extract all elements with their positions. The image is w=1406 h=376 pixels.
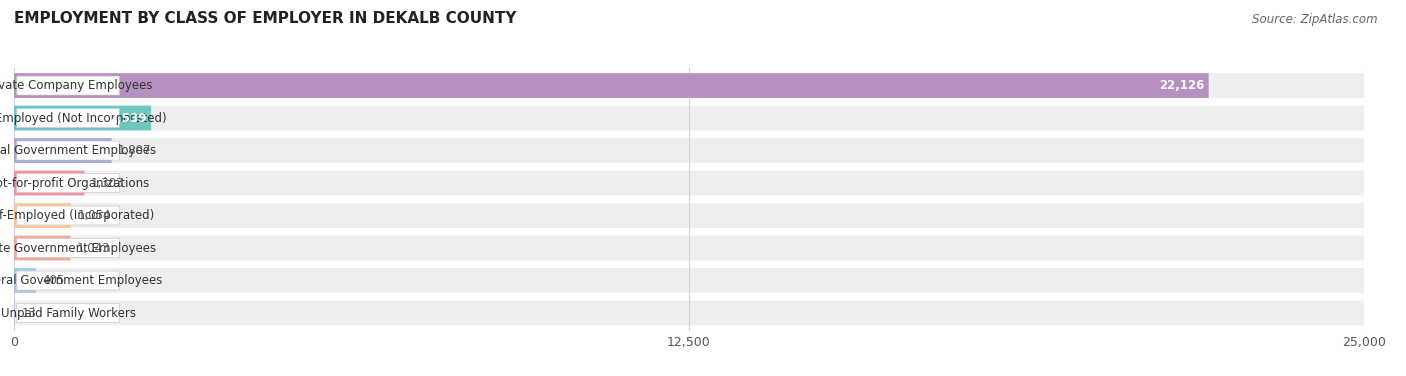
FancyBboxPatch shape [14, 203, 70, 228]
Text: 1,807: 1,807 [118, 144, 152, 157]
Text: State Government Employees: State Government Employees [0, 241, 156, 255]
Text: Federal Government Employees: Federal Government Employees [0, 274, 163, 287]
Text: Self-Employed (Incorporated): Self-Employed (Incorporated) [0, 209, 155, 222]
Text: Local Government Employees: Local Government Employees [0, 144, 156, 157]
FancyBboxPatch shape [14, 138, 111, 163]
FancyBboxPatch shape [14, 106, 150, 130]
Text: Self-Employed (Not Incorporated): Self-Employed (Not Incorporated) [0, 112, 167, 124]
Text: 1,043: 1,043 [77, 241, 110, 255]
FancyBboxPatch shape [17, 271, 120, 290]
Text: Not-for-profit Organizations: Not-for-profit Organizations [0, 177, 149, 190]
Text: 1,303: 1,303 [91, 177, 124, 190]
FancyBboxPatch shape [14, 301, 1364, 325]
FancyBboxPatch shape [14, 106, 1364, 130]
Text: 22,126: 22,126 [1159, 79, 1205, 92]
FancyBboxPatch shape [17, 238, 120, 258]
Text: 2,539: 2,539 [110, 112, 146, 124]
FancyBboxPatch shape [17, 76, 120, 95]
FancyBboxPatch shape [14, 171, 1364, 196]
FancyBboxPatch shape [14, 171, 84, 196]
Text: Unpaid Family Workers: Unpaid Family Workers [0, 306, 135, 320]
FancyBboxPatch shape [17, 109, 120, 127]
FancyBboxPatch shape [14, 236, 70, 260]
FancyBboxPatch shape [14, 73, 1364, 98]
FancyBboxPatch shape [14, 236, 1364, 260]
Text: 405: 405 [42, 274, 65, 287]
FancyBboxPatch shape [14, 203, 1364, 228]
Text: Source: ZipAtlas.com: Source: ZipAtlas.com [1253, 13, 1378, 26]
FancyBboxPatch shape [17, 206, 120, 225]
FancyBboxPatch shape [14, 73, 1209, 98]
FancyBboxPatch shape [14, 138, 1364, 163]
Text: 1,054: 1,054 [77, 209, 111, 222]
FancyBboxPatch shape [17, 174, 120, 193]
Text: 13: 13 [21, 306, 37, 320]
FancyBboxPatch shape [14, 268, 37, 293]
Text: EMPLOYMENT BY CLASS OF EMPLOYER IN DEKALB COUNTY: EMPLOYMENT BY CLASS OF EMPLOYER IN DEKAL… [14, 11, 516, 26]
FancyBboxPatch shape [17, 303, 120, 323]
FancyBboxPatch shape [14, 268, 1364, 293]
Text: Private Company Employees: Private Company Employees [0, 79, 153, 92]
FancyBboxPatch shape [17, 141, 120, 160]
